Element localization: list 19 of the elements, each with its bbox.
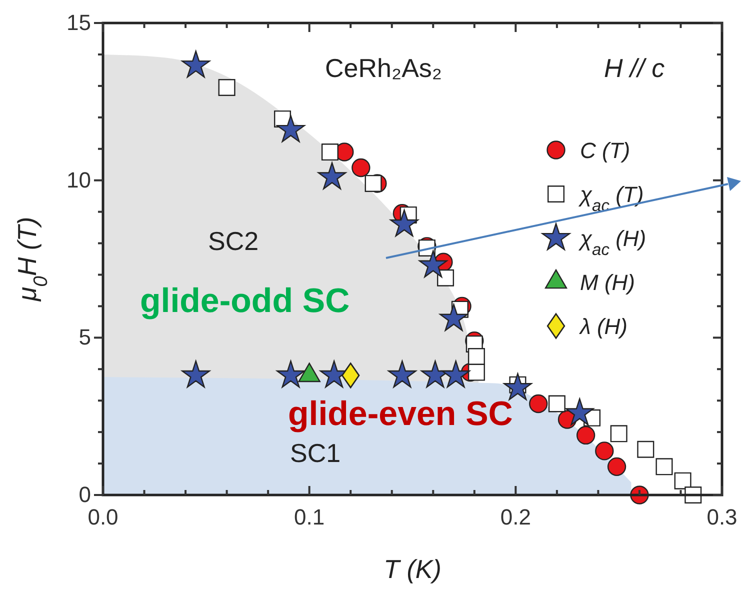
x-tick-label: 0.1 xyxy=(294,504,325,530)
legend-label: C (T) xyxy=(580,138,630,163)
x-tick-label: 0.3 xyxy=(706,504,738,530)
x-tick-label: 0.0 xyxy=(88,504,118,530)
text: CeRh₂As₂ xyxy=(325,53,442,83)
x-tick-label: 0.2 xyxy=(500,504,531,530)
y-tick-label: 15 xyxy=(66,10,91,36)
x-axis-title: T (K) xyxy=(384,554,442,584)
y-tick-label: 5 xyxy=(78,324,91,350)
annotation: glide-even SC xyxy=(288,395,513,433)
annotation: glide-odd SC xyxy=(140,282,350,320)
text: H // c xyxy=(604,53,665,83)
y-tick-label: 0 xyxy=(78,482,91,508)
legend-label: M (H) xyxy=(580,270,635,295)
legend-label: χ$_{ac}$ (H) xyxy=(578,226,646,259)
annotation: SC2 xyxy=(208,226,259,256)
legend-label: λ (H) xyxy=(579,314,628,339)
y-tick-label: 10 xyxy=(66,167,91,192)
annotation: SC1 xyxy=(290,438,341,468)
